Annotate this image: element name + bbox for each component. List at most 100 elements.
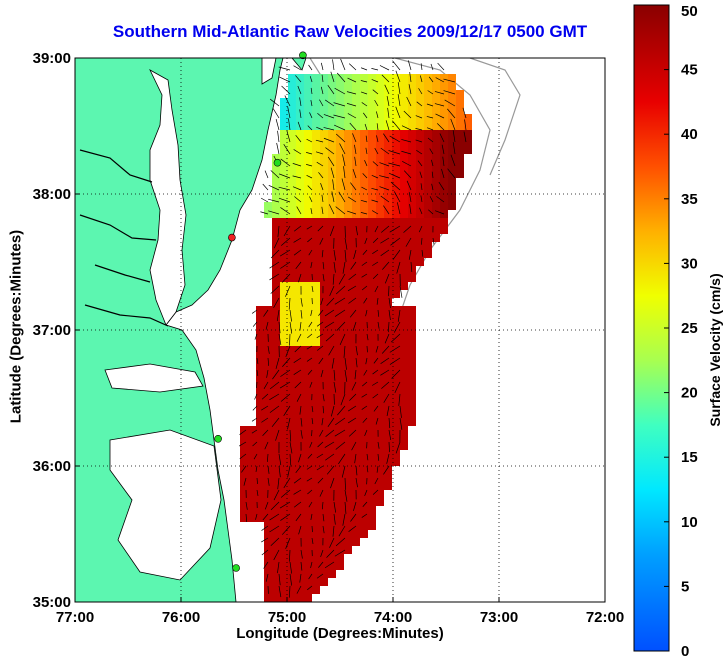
velocity-vector bbox=[289, 453, 292, 466]
velocity-vector bbox=[372, 161, 379, 167]
velocity-cell bbox=[424, 210, 432, 218]
velocity-cell bbox=[336, 210, 344, 218]
velocity-cell bbox=[368, 258, 376, 266]
velocity-cell bbox=[392, 290, 400, 298]
velocity-cell bbox=[328, 514, 336, 522]
velocity-cell bbox=[408, 370, 416, 378]
velocity-cell bbox=[368, 458, 376, 466]
velocity-cell bbox=[448, 186, 456, 194]
velocity-cell bbox=[304, 370, 312, 378]
velocity-cell bbox=[424, 178, 432, 186]
velocity-cell bbox=[320, 370, 328, 378]
velocity-vector bbox=[380, 369, 390, 376]
velocity-cell bbox=[256, 330, 264, 338]
velocity-vector bbox=[299, 109, 302, 119]
velocity-cell bbox=[352, 466, 360, 474]
velocity-vector bbox=[349, 393, 357, 401]
velocity-cell bbox=[288, 594, 296, 602]
velocity-vector bbox=[338, 273, 346, 285]
velocity-cell bbox=[368, 178, 376, 186]
velocity-vector bbox=[383, 465, 390, 475]
velocity-vector bbox=[278, 66, 291, 71]
velocity-cell bbox=[288, 394, 296, 402]
velocity-vector bbox=[427, 137, 434, 143]
velocity-cell bbox=[288, 482, 296, 490]
velocity-cell bbox=[360, 346, 368, 354]
velocity-cell bbox=[280, 498, 288, 506]
velocity-vector bbox=[361, 261, 368, 266]
velocity-cell bbox=[280, 122, 288, 130]
velocity-cell bbox=[288, 274, 296, 282]
velocity-vector bbox=[388, 309, 391, 321]
velocity-cell bbox=[360, 202, 368, 210]
velocity-cell bbox=[368, 138, 376, 146]
velocity-cell bbox=[360, 386, 368, 394]
velocity-cell bbox=[296, 506, 304, 514]
velocity-vector bbox=[383, 205, 390, 215]
velocity-cell bbox=[264, 410, 272, 418]
velocity-cell bbox=[360, 282, 368, 290]
velocity-cell bbox=[304, 218, 312, 226]
velocity-cell bbox=[320, 106, 328, 114]
velocity-cell bbox=[256, 386, 264, 394]
velocity-cell bbox=[320, 354, 328, 362]
velocity-cell bbox=[304, 450, 312, 458]
velocity-vector bbox=[344, 477, 346, 490]
velocity-vector bbox=[405, 237, 412, 247]
velocity-cell bbox=[416, 242, 424, 250]
velocity-cell bbox=[376, 338, 384, 346]
velocity-cell bbox=[320, 258, 328, 266]
velocity-cell bbox=[368, 506, 376, 514]
velocity-cell bbox=[400, 258, 408, 266]
velocity-vector bbox=[295, 75, 302, 83]
velocity-vector bbox=[408, 192, 412, 203]
velocity-cell bbox=[416, 258, 424, 266]
velocity-cell bbox=[344, 450, 352, 458]
velocity-cell bbox=[304, 546, 312, 554]
velocity-cell bbox=[320, 330, 328, 338]
velocity-cell bbox=[392, 418, 400, 426]
velocity-vector bbox=[293, 369, 302, 375]
velocity-vector bbox=[325, 147, 335, 155]
velocity-vector bbox=[344, 369, 348, 382]
velocity-cell bbox=[376, 306, 384, 314]
velocity-vector bbox=[407, 60, 412, 71]
velocity-cell bbox=[384, 322, 392, 330]
velocity-cell bbox=[280, 130, 288, 138]
velocity-cell bbox=[264, 314, 272, 322]
velocity-cell bbox=[344, 394, 352, 402]
velocity-cell bbox=[384, 354, 392, 362]
velocity-vector bbox=[276, 142, 280, 155]
velocity-cell bbox=[328, 106, 336, 114]
velocity-vector bbox=[307, 125, 313, 131]
velocity-vector bbox=[384, 333, 390, 344]
velocity-vector bbox=[333, 513, 336, 525]
velocity-cell bbox=[296, 490, 304, 498]
velocity-cell bbox=[344, 242, 352, 250]
velocity-cell bbox=[352, 442, 360, 450]
velocity-cell bbox=[328, 458, 336, 466]
velocity-cell bbox=[392, 194, 400, 202]
velocity-cell bbox=[328, 322, 336, 330]
velocity-cell bbox=[336, 410, 344, 418]
velocity-cell bbox=[320, 194, 328, 202]
velocity-vector bbox=[311, 405, 314, 413]
velocity-cell bbox=[336, 466, 344, 474]
velocity-cell bbox=[344, 122, 352, 130]
velocity-field bbox=[239, 58, 472, 602]
velocity-cell bbox=[392, 234, 400, 242]
velocity-cell bbox=[304, 442, 312, 450]
velocity-cell bbox=[368, 226, 376, 234]
velocity-cell bbox=[272, 562, 280, 570]
velocity-vector bbox=[343, 345, 346, 358]
velocity-cell bbox=[360, 218, 368, 226]
velocity-cell bbox=[384, 338, 392, 346]
velocity-cell bbox=[344, 250, 352, 258]
station-markers bbox=[214, 51, 307, 572]
velocity-cell bbox=[288, 362, 296, 370]
velocity-cell bbox=[320, 562, 328, 570]
velocity-vector bbox=[376, 135, 379, 143]
velocity-vector bbox=[331, 357, 335, 369]
velocity-cell bbox=[304, 130, 312, 138]
albemarle-sound bbox=[104, 363, 204, 393]
